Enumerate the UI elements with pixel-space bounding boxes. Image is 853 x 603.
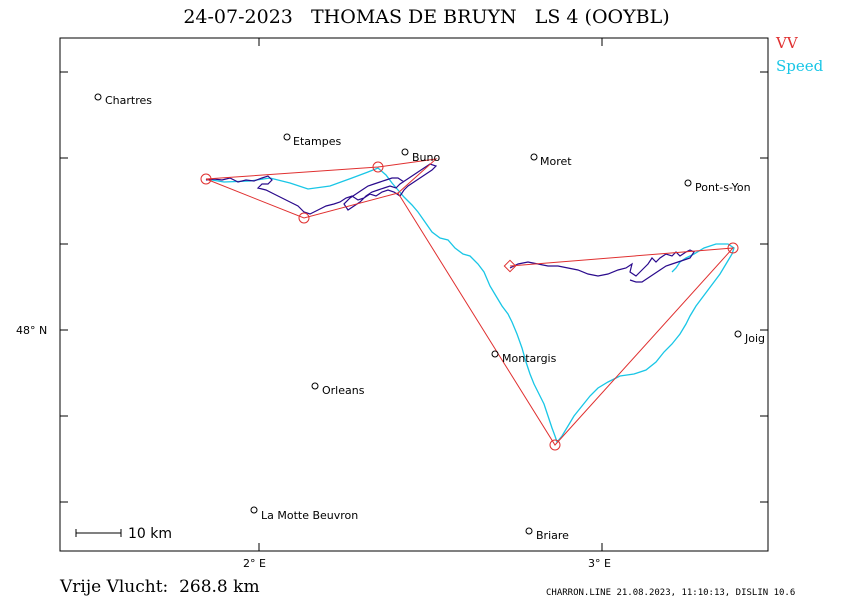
top-ticks [258, 38, 603, 46]
place-marker [250, 506, 258, 514]
lat-label: 48° N [16, 324, 47, 337]
task-line-south [397, 192, 735, 446]
place-orleans[interactable]: Orleans [311, 382, 365, 397]
lon-label-2e: 2° E [243, 557, 266, 570]
left-ticks [60, 71, 68, 503]
place-label: Etampes [293, 135, 341, 148]
place-label: Chartres [105, 94, 152, 107]
place-marker [94, 93, 102, 101]
lon-label-3e: 3° E [588, 557, 611, 570]
turnpoint [298, 212, 310, 224]
place-marker [734, 330, 742, 338]
flight-track-east [509, 249, 695, 283]
place-label: Moret [540, 155, 572, 168]
place-marker [684, 179, 692, 187]
scale-bar [75, 529, 122, 537]
finish-marker [503, 259, 517, 273]
map-frame [59, 37, 769, 552]
place-marker [283, 133, 291, 141]
place-label: Joig [744, 332, 765, 345]
place-briare[interactable]: Briare [525, 527, 569, 542]
free-flight-distance: Vrije Vlucht: 268.8 km [60, 577, 260, 597]
place-label: La Motte Beuvron [261, 509, 358, 522]
place-marker [311, 382, 319, 390]
place-label: Briare [536, 529, 569, 542]
turnpoint [549, 439, 561, 451]
legend-vv-label: VV [776, 34, 798, 52]
right-ticks [760, 71, 768, 503]
turnpoint [372, 161, 384, 173]
place-la-motte-beuvron[interactable]: La Motte Beuvron [250, 506, 358, 522]
place-label: Buno [412, 151, 440, 164]
place-marker [401, 148, 409, 156]
place-marker [530, 153, 538, 161]
place-joigny[interactable]: Joig [734, 330, 765, 345]
page-title: 24-07-2023 THOMAS DE BRUYN LS 4 (OOYBL) [183, 6, 670, 28]
legend-speed-label: Speed [776, 57, 824, 75]
place-label: Pont-s-Yon [695, 181, 751, 194]
place-label: Orleans [322, 384, 365, 397]
flight-track-west [205, 163, 438, 215]
task-line [205, 158, 438, 219]
scale-bar-label: 10 km [128, 526, 172, 542]
speed-trace [205, 167, 735, 444]
turnpoint [727, 242, 739, 254]
place-montargis[interactable]: Montargis [491, 350, 557, 365]
place-etampes[interactable]: Etampes [283, 133, 341, 148]
turnpoints [200, 161, 739, 451]
place-chartres[interactable]: Chartres [94, 93, 152, 107]
place-label: Montargis [502, 352, 557, 365]
software-credit: CHARRON.LINE 21.08.2023, 11:10:13, DISLI… [546, 588, 796, 598]
bottom-ticks [258, 543, 603, 551]
place-moret[interactable]: Moret [530, 153, 572, 168]
turnpoint [200, 173, 212, 185]
place-marker [525, 527, 533, 535]
place-marker [491, 350, 499, 358]
place-pont-s-yon[interactable]: Pont-s-Yon [684, 179, 751, 194]
place-buno[interactable]: Buno [401, 148, 440, 164]
